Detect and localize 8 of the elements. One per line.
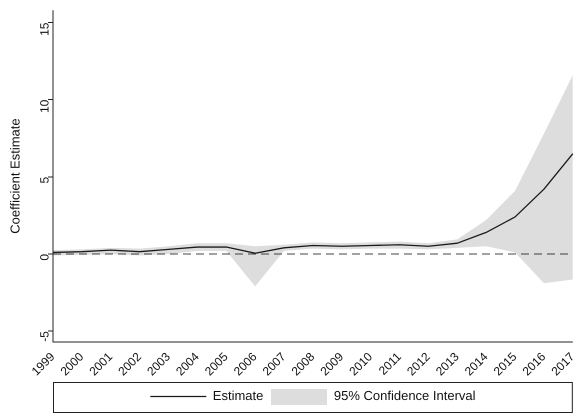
y-tick-label: 5	[37, 176, 52, 184]
y-tick-label: 15	[37, 22, 52, 36]
y-axis-title: Coefficient Estimate	[7, 118, 22, 234]
legend-label: Estimate	[212, 388, 264, 404]
y-tick-label: -5	[37, 330, 52, 342]
y-tick-label: 10	[37, 99, 52, 114]
y-tick-label: 0	[37, 254, 52, 261]
text: 95% Confidence Interval	[334, 388, 476, 404]
